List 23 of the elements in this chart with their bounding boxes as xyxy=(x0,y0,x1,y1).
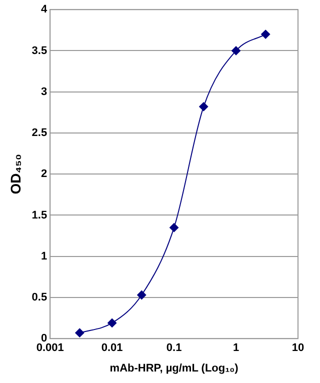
x-axis-title: mAb-HRP, µg/mL (Log₁₀) xyxy=(110,362,239,374)
x-tick-label: 0.1 xyxy=(166,342,182,354)
y-tick-label: 1.5 xyxy=(32,209,48,222)
y-axis-title: OD₄₅₀ xyxy=(7,154,24,194)
y-tick-label: 0 xyxy=(40,332,48,345)
x-tick-label: 10 xyxy=(292,342,304,354)
point xyxy=(232,46,241,56)
point xyxy=(199,102,208,112)
x-tick-label: 0.01 xyxy=(101,342,123,354)
point xyxy=(108,318,117,328)
point xyxy=(170,223,179,232)
y-tick-label: 1 xyxy=(40,250,48,262)
x-tick-label: 1 xyxy=(232,342,240,354)
point xyxy=(75,328,84,338)
y-tick-label: 2.5 xyxy=(32,127,48,140)
point xyxy=(137,290,146,300)
y-tick-label: 4 xyxy=(40,4,48,16)
y-tick-label: 3 xyxy=(40,86,48,98)
y-tick-label: 2 xyxy=(40,168,48,180)
y-tick-label: 0.5 xyxy=(32,292,48,304)
point xyxy=(261,30,270,39)
x-tick-label: 0.001 xyxy=(36,342,64,354)
y-tick-label: 3.5 xyxy=(32,44,48,57)
